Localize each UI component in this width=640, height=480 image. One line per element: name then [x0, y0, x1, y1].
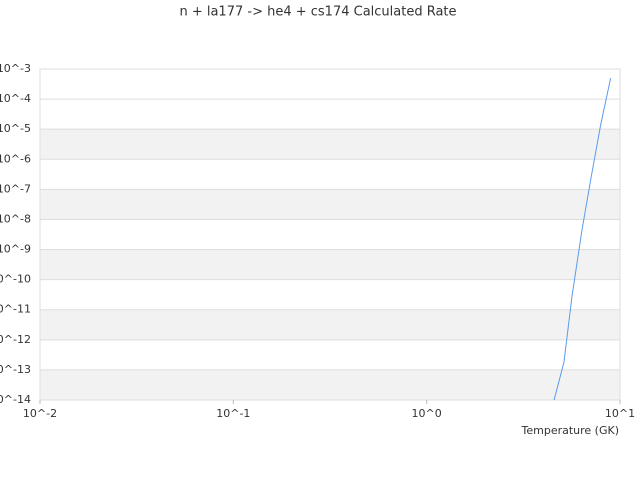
plot-frame [39, 68, 621, 401]
y-tick-label: 10^-13 [0, 363, 31, 376]
x-tick-label: 10^-1 [216, 407, 250, 420]
grid-band [40, 189, 620, 220]
grid-band [40, 249, 620, 280]
x-tick-label: 10^0 [412, 407, 442, 420]
y-tick-label: 10^-10 [0, 273, 31, 286]
chart-title: n + la177 -> he4 + cs174 Calculated Rate [179, 5, 456, 20]
y-tick-label: 10^-11 [0, 303, 31, 316]
x-axis-label: Temperature (GK) [521, 424, 620, 437]
y-tick-label: 10^-3 [0, 62, 31, 75]
grid-band [40, 369, 620, 400]
y-tick-label: 10^-4 [0, 92, 31, 105]
grid-band [40, 129, 620, 160]
grid-band [40, 309, 620, 340]
y-tick-label: 10^-12 [0, 333, 31, 346]
y-tick-label: 10^-9 [0, 243, 31, 256]
x-tick-label: 10^-2 [23, 407, 57, 420]
y-tick-label: 10^-5 [0, 122, 31, 135]
y-tick-label: 10^-6 [0, 152, 31, 165]
series-line [553, 77, 612, 401]
x-tick-label: 10^1 [605, 407, 635, 420]
y-tick-label: 10^-8 [0, 212, 31, 225]
y-tick-label: 10^-14 [0, 393, 31, 406]
y-tick-label: 10^-7 [0, 182, 31, 195]
